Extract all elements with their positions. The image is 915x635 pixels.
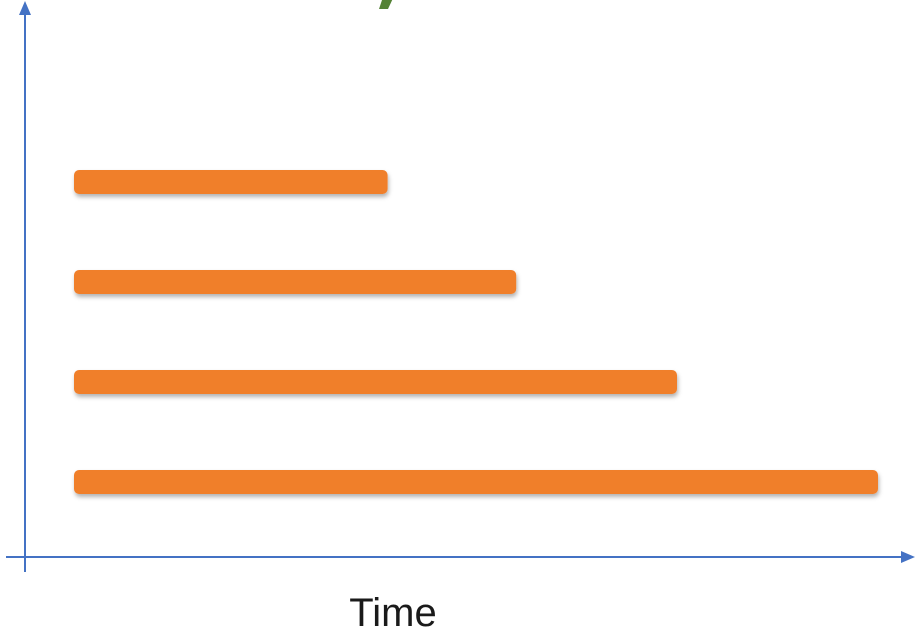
bar-3: [74, 370, 677, 394]
x-axis-label: Time: [349, 591, 436, 635]
y-axis-arrow: [19, 1, 31, 15]
bar-2: [74, 270, 517, 294]
x-axis-arrow: [901, 551, 915, 563]
bar-1: [74, 170, 388, 194]
bar-4: [74, 470, 878, 494]
title-fragment: [379, 0, 393, 9]
bars-group: [74, 170, 878, 494]
